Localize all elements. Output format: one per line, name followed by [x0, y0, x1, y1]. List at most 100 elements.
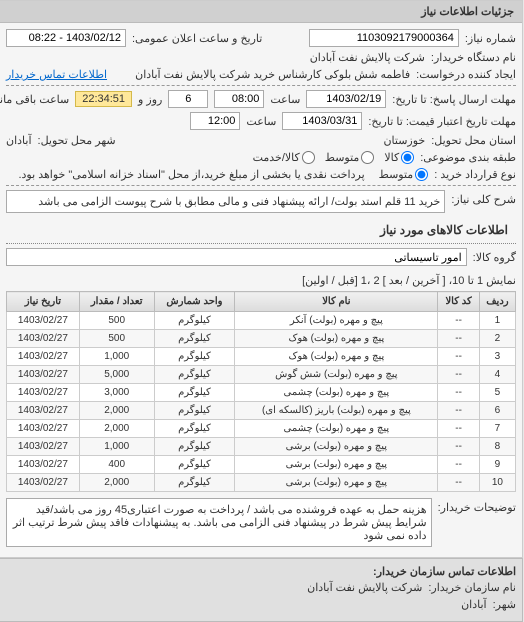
table-row: 5--پیچ و مهره (بولت) چشمیکیلوگرم3,000140… — [8, 384, 517, 402]
payment-note: پرداخت نقدی یا بخشی از مبلغ خرید،از محل … — [19, 168, 365, 181]
package-svc-radio[interactable] — [303, 151, 316, 164]
table-row: 7--پیچ و مهره (بولت) چشمیکیلوگرم2,000140… — [8, 420, 517, 438]
table-cell: 500 — [80, 330, 155, 348]
table-cell: 5,000 — [80, 366, 155, 384]
table-cell: 1,000 — [80, 348, 155, 366]
validity-time-input[interactable] — [191, 112, 241, 130]
buyer-note-box: هزینه حمل به عهده فروشنده می باشد / پردا… — [7, 498, 433, 547]
public-datetime-input[interactable] — [7, 29, 127, 47]
table-cell: 2,000 — [80, 474, 155, 492]
table-cell: 1403/02/27 — [8, 348, 81, 366]
table-cell: پیچ و مهره (بولت) برشی — [236, 474, 439, 492]
table-cell: -- — [439, 366, 480, 384]
col-header: کد کالا — [439, 292, 480, 312]
footer-org-label: نام سازمان خریدار: — [429, 581, 517, 594]
need-desc-box: خرید 11 قلم استد بولت/ ارائه پیشنهاد فنی… — [7, 190, 446, 213]
table-cell: -- — [439, 420, 480, 438]
province-label: استان محل تحویل: — [432, 134, 517, 147]
table-cell: 2,000 — [80, 420, 155, 438]
goods-heading: اطلاعات کالاهای مورد نیاز — [7, 217, 517, 244]
buyer-contact-link[interactable]: اطلاعات تماس خریدار — [7, 68, 108, 81]
time-label-1: ساعت — [271, 93, 301, 106]
days-remaining-input — [169, 90, 209, 108]
table-cell: -- — [439, 312, 480, 330]
table-cell: کیلوگرم — [155, 402, 236, 420]
table-cell: -- — [439, 474, 480, 492]
validity-date-input[interactable] — [283, 112, 363, 130]
time-remaining: 22:34:51 — [76, 91, 133, 107]
payment-radio[interactable] — [416, 168, 429, 181]
table-cell: 1403/02/27 — [8, 366, 81, 384]
table-cell: 500 — [80, 312, 155, 330]
payment-opt-text: متوسط — [380, 168, 415, 181]
buyer-note-label: توضیحات خریدار: — [439, 498, 517, 514]
table-cell: -- — [439, 402, 480, 420]
footer-org-value: شرکت پالایش نفت آبادان — [308, 581, 423, 594]
package-mid-text: متوسط — [326, 151, 361, 164]
buyer-value: شرکت پالایش نفت آبادان — [311, 51, 426, 64]
table-cell: -- — [439, 438, 480, 456]
table-cell: -- — [439, 330, 480, 348]
table-cell: پیچ و مهره (بولت) هوک — [236, 330, 439, 348]
table-cell: پیچ و مهره (بولت) برشی — [236, 438, 439, 456]
table-cell: کیلوگرم — [155, 348, 236, 366]
table-cell: 1403/02/27 — [8, 438, 81, 456]
table-cell: -- — [439, 348, 480, 366]
table-cell: 1403/02/27 — [8, 456, 81, 474]
payment-label: نوع قرارداد خرید : — [435, 168, 517, 181]
col-header: واحد شمارش — [155, 292, 236, 312]
table-cell: پیچ و مهره (بولت) آنکر — [236, 312, 439, 330]
package-all-radio[interactable] — [402, 151, 415, 164]
table-cell: پیچ و مهره (بولت) هوک — [236, 348, 439, 366]
requester-value: فاطمه شش بلوکی کارشناس خرید شرکت پالایش … — [136, 68, 411, 81]
table-row: 3--پیچ و مهره (بولت) هوککیلوگرم1,0001403… — [8, 348, 517, 366]
table-cell: 1403/02/27 — [8, 402, 81, 420]
table-cell: کیلوگرم — [155, 312, 236, 330]
table-cell: 400 — [80, 456, 155, 474]
time-label-2: ساعت — [247, 115, 277, 128]
package-svc-text: کالا/خدمت — [254, 151, 301, 164]
response-deadline-label: مهلت ارسال پاسخ: تا تاریخ: — [393, 93, 517, 106]
package-svc-option[interactable]: کالا/خدمت — [254, 151, 316, 164]
package-all-text: کالا — [385, 151, 400, 164]
table-cell: 4 — [480, 366, 516, 384]
footer-city-value: آبادان — [462, 598, 488, 611]
col-header: نام کالا — [236, 292, 439, 312]
table-cell: 1 — [480, 312, 516, 330]
col-header: تاریخ نیاز — [8, 292, 81, 312]
package-all-option[interactable]: کالا — [385, 151, 415, 164]
pager[interactable]: نمایش 1 تا 10، [ آخرین / بعد ] 2 ،1 [قبل… — [7, 270, 517, 291]
table-cell: پیچ و مهره (بولت) باریز (کالسکه ای) — [236, 402, 439, 420]
response-date-input[interactable] — [307, 90, 387, 108]
req-no-label: شماره نیاز: — [466, 32, 517, 45]
table-cell: کیلوگرم — [155, 384, 236, 402]
price-validity-label: مهلت تاریخ اعتبار قیمت: تا تاریخ: — [369, 115, 517, 128]
table-row: 8--پیچ و مهره (بولت) برشیکیلوگرم1,000140… — [8, 438, 517, 456]
payment-option[interactable]: متوسط — [380, 168, 430, 181]
buyer-label: نام دستگاه خریدار: — [432, 51, 517, 64]
table-cell: 7 — [480, 420, 516, 438]
table-row: 1--پیچ و مهره (بولت) آنکرکیلوگرم5001403/… — [8, 312, 517, 330]
req-no-input[interactable] — [310, 29, 460, 47]
table-cell: 1403/02/27 — [8, 420, 81, 438]
package-label: طبقه بندی موضوعی: — [421, 151, 517, 164]
goods-table: ردیفکد کالانام کالاواحد شمارشتعداد / مقد… — [7, 291, 517, 492]
city-label: شهر محل تحویل: — [39, 134, 117, 147]
table-cell: 9 — [480, 456, 516, 474]
response-time-input[interactable] — [215, 90, 265, 108]
table-row: 9--پیچ و مهره (بولت) برشیکیلوگرم4001403/… — [8, 456, 517, 474]
table-cell: پیچ و مهره (بولت) برشی — [236, 456, 439, 474]
table-cell: -- — [439, 456, 480, 474]
table-cell: 2,000 — [80, 402, 155, 420]
package-mid-option[interactable]: متوسط — [326, 151, 376, 164]
public-datetime-label: تاریخ و ساعت اعلان عمومی: — [133, 32, 263, 45]
remain-label: ساعت باقی مانده — [0, 93, 70, 106]
table-cell: 5 — [480, 384, 516, 402]
table-cell: کیلوگرم — [155, 420, 236, 438]
table-row: 4--پیچ و مهره (بولت) شش گوشکیلوگرم5,0001… — [8, 366, 517, 384]
package-mid-radio[interactable] — [362, 151, 375, 164]
table-cell: کیلوگرم — [155, 438, 236, 456]
panel-header: جزئیات اطلاعات نیاز — [1, 1, 523, 23]
province-value: خوزستان — [384, 134, 426, 147]
goods-group-input[interactable] — [7, 248, 468, 266]
